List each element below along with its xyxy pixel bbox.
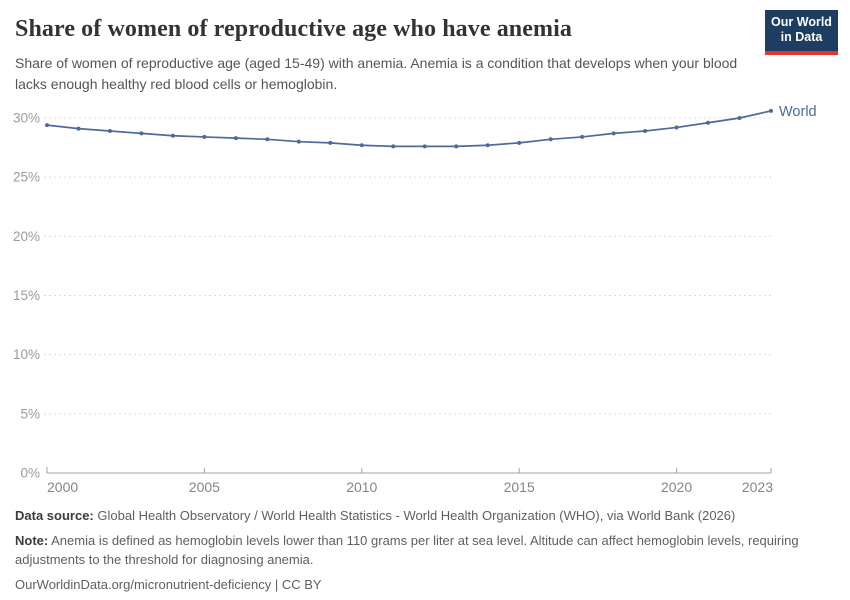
svg-text:5%: 5%	[20, 406, 40, 421]
owid-logo: Our World in Data	[765, 10, 838, 55]
svg-text:2020: 2020	[661, 479, 692, 495]
datasource-line: Data source: Global Health Observatory /…	[15, 507, 835, 526]
series-label-world: World	[779, 104, 817, 120]
svg-text:2010: 2010	[346, 479, 377, 495]
svg-text:2023: 2023	[742, 479, 773, 495]
svg-text:2005: 2005	[189, 479, 220, 495]
note-line: Note: Anemia is defined as hemoglobin le…	[15, 532, 835, 570]
chart-header: Share of women of reproductive age who h…	[0, 0, 850, 95]
svg-text:2000: 2000	[47, 479, 78, 495]
datasource-label: Data source:	[15, 508, 94, 523]
svg-text:25%: 25%	[13, 170, 40, 185]
owid-logo-line1: Our World	[771, 15, 832, 29]
chart-subtitle: Share of women of reproductive age (aged…	[15, 55, 738, 92]
svg-text:20%: 20%	[13, 229, 40, 244]
note-text: Anemia is defined as hemoglobin levels l…	[15, 532, 799, 567]
svg-text:2015: 2015	[504, 479, 535, 495]
chart-footer: Data source: Global Health Observatory /…	[15, 507, 835, 594]
note-label: Note:	[15, 532, 49, 548]
owid-logo-line2: in Data	[780, 30, 823, 45]
chart-title: Share of women of reproductive age who h…	[15, 16, 572, 42]
anemia-line-chart: 0% 5% 10% 15% 20% 25% 30% 2000 2005 2010 2015 2020 2…	[13, 104, 817, 495]
footer-url: OurWorldinData.org/micronutrient-deficie…	[15, 576, 322, 592]
svg-text:0%: 0%	[20, 466, 40, 481]
svg-text:30%: 30%	[13, 111, 40, 126]
svg-text:10%: 10%	[13, 347, 40, 362]
datasource-text: Global Health Observatory / World Health…	[97, 508, 736, 523]
svg-text:15%: 15%	[13, 288, 40, 303]
